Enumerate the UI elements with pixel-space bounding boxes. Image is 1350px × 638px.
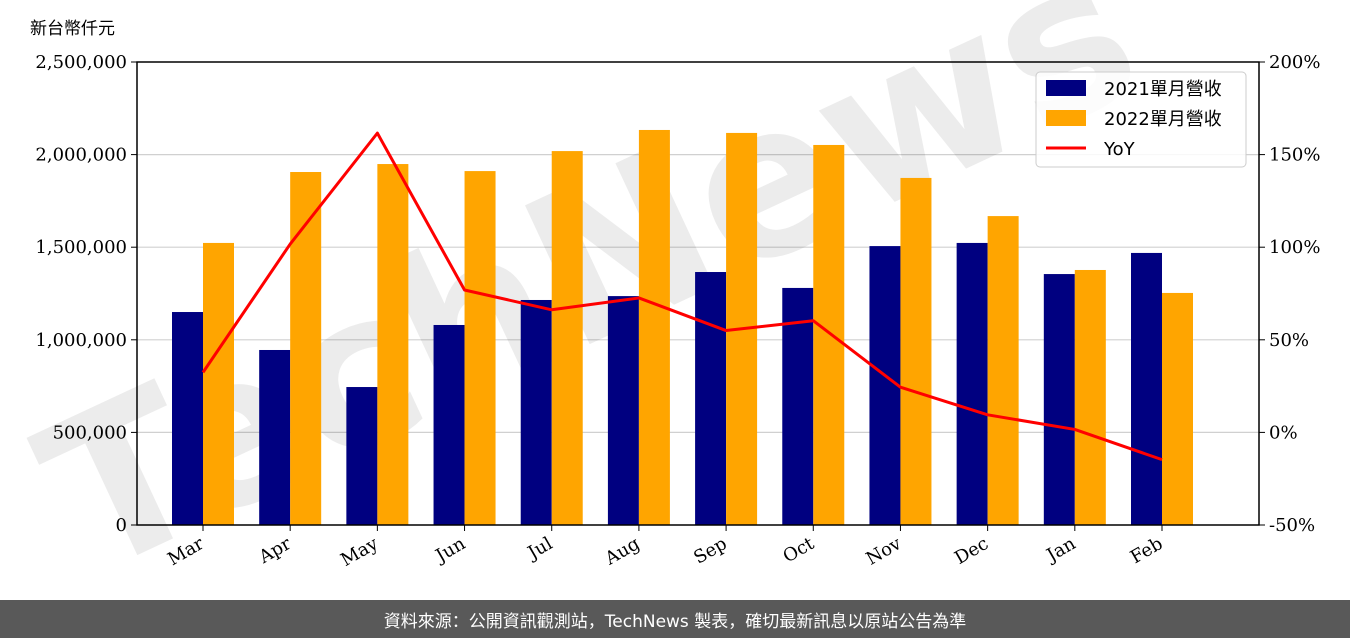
- legend-label-1: 2022單月營收: [1104, 109, 1222, 130]
- y2-tick-label: 0%: [1269, 422, 1298, 443]
- y-tick-label: 500,000: [53, 422, 127, 443]
- y2-tick-label: 200%: [1269, 52, 1320, 73]
- y-tick-label: 2,500,000: [35, 52, 127, 73]
- bar-2022-apr: [290, 172, 322, 526]
- legend: 2021單月營收 2022單月營收 YoY: [1035, 71, 1247, 168]
- x-tick-label: Jul: [523, 533, 557, 565]
- x-tick-label: Jun: [430, 533, 469, 568]
- x-tick-label: May: [337, 533, 382, 571]
- bar-2022-mar: [203, 242, 234, 525]
- revenue-chart: 0 500,000 1,000,000 1,500,000 2,000,000 2,500…: [8, 0, 1321, 600]
- bar-2021-jun: [433, 324, 465, 525]
- y2-tick-label: 50%: [1269, 330, 1309, 351]
- bar-2022-jun: [464, 171, 496, 525]
- bar-2022-may: [377, 164, 409, 525]
- source-footer: 資料來源：公開資訊觀測站，TechNews 製表，確切最新訊息以原站公告為準: [0, 600, 1350, 638]
- x-tick-label: Aug: [601, 533, 644, 570]
- y-tick-label: 1,000,000: [35, 330, 127, 351]
- bar-2022-jul: [551, 151, 583, 525]
- x-tick-label: Jan: [1041, 533, 1079, 567]
- y2-tick-label: 100%: [1269, 237, 1320, 258]
- y-tick-label: 2,000,000: [35, 145, 127, 166]
- bar-2022-nov: [900, 177, 932, 526]
- x-tick-label: Nov: [863, 533, 906, 570]
- bar-2021-jan: [1043, 274, 1075, 525]
- bar-2021-aug: [607, 296, 639, 525]
- y2-tick-label: 150%: [1269, 145, 1320, 166]
- legend-label-2: YoY: [1103, 139, 1136, 160]
- y-axis-unit-label: 新台幣仟元: [30, 19, 115, 39]
- plot-frame: [136, 61, 1260, 526]
- bar-2021-sep: [695, 272, 727, 525]
- x-tick-label: Feb: [1127, 533, 1167, 568]
- legend-swatch-1: [1046, 110, 1086, 126]
- yoy-line: [201, 131, 1163, 462]
- bar-2022-jan: [1074, 269, 1106, 525]
- y-tick-label: 1,500,000: [35, 237, 127, 258]
- bar-2021-apr: [259, 349, 291, 525]
- bar-2021-feb: [1131, 252, 1162, 525]
- legend-box: [1035, 71, 1247, 168]
- bar-2021-oct: [782, 287, 814, 525]
- bar-2022-feb: [1162, 292, 1193, 525]
- bar-2022-dec: [987, 216, 1019, 525]
- bar-2021-jul: [520, 299, 552, 525]
- legend-swatch-0: [1046, 80, 1086, 96]
- bar-2021-nov: [869, 246, 901, 525]
- y2-tick-label: -50%: [1269, 515, 1315, 536]
- bar-2021-may: [346, 387, 378, 525]
- x-tick-label: Sep: [690, 533, 730, 568]
- bar-2022-oct: [813, 144, 845, 525]
- bar-2021-mar: [172, 312, 203, 525]
- bar-2022-aug: [638, 129, 670, 526]
- x-tick-label: Oct: [779, 533, 818, 568]
- x-tick-label: Dec: [951, 533, 992, 569]
- legend-label-0: 2021單月營收: [1104, 79, 1222, 100]
- bar-2021-dec: [956, 242, 988, 525]
- y-tick-label: 0: [116, 515, 127, 536]
